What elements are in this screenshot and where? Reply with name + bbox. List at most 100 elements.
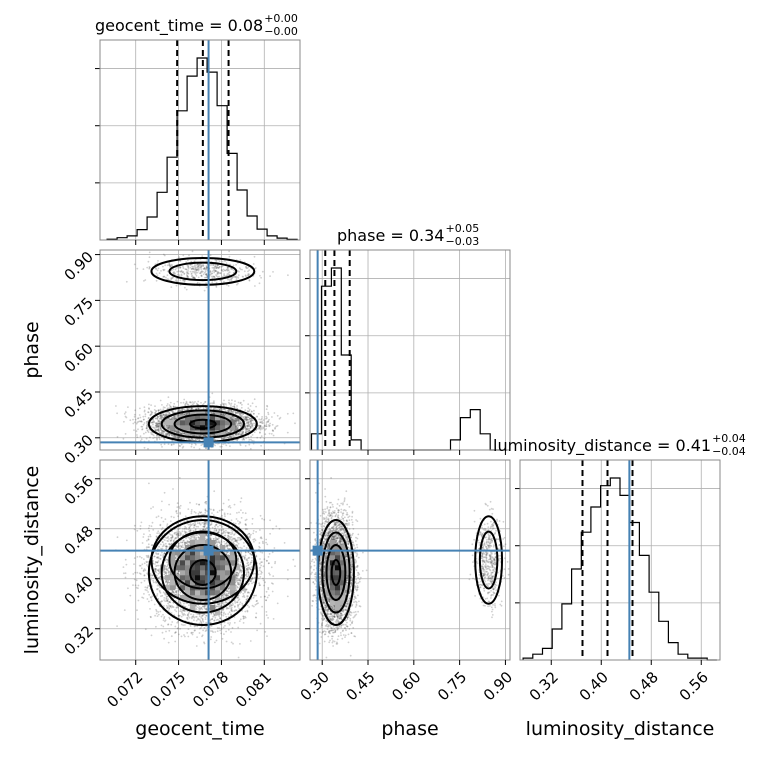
sample-point bbox=[164, 264, 167, 267]
sample-point bbox=[247, 410, 250, 413]
sample-point bbox=[147, 411, 150, 414]
sample-point bbox=[228, 403, 231, 405]
sample-point bbox=[206, 266, 208, 268]
sample-point bbox=[242, 431, 245, 433]
sample-point bbox=[140, 438, 143, 440]
sample-point bbox=[227, 272, 230, 274]
sample-point bbox=[256, 416, 258, 418]
sample-point bbox=[268, 425, 270, 428]
sample-point bbox=[235, 426, 238, 429]
sample-point bbox=[148, 251, 151, 254]
sample-point bbox=[227, 274, 230, 276]
sample-point bbox=[147, 417, 150, 420]
sample-point bbox=[166, 404, 168, 407]
sample-point bbox=[215, 281, 218, 284]
sample-point bbox=[157, 425, 159, 428]
sample-point bbox=[135, 422, 138, 425]
sample-point bbox=[164, 432, 167, 435]
sample-point bbox=[236, 283, 238, 286]
sample-point bbox=[136, 436, 139, 438]
sample-point bbox=[220, 269, 223, 272]
sample-point bbox=[143, 409, 146, 412]
sample-point bbox=[172, 436, 175, 438]
sample-point bbox=[246, 425, 249, 428]
sample-point bbox=[154, 405, 156, 407]
sample-point bbox=[163, 424, 166, 427]
sample-point bbox=[156, 434, 158, 437]
sample-point bbox=[177, 414, 180, 417]
sample-point bbox=[229, 410, 232, 412]
sample-point bbox=[201, 270, 203, 272]
sample-point bbox=[236, 405, 238, 407]
sample-point bbox=[253, 409, 255, 412]
sample-point bbox=[222, 443, 225, 445]
sample-point bbox=[167, 413, 169, 416]
sample-point bbox=[294, 422, 296, 425]
sample-point bbox=[186, 264, 189, 267]
sample-point bbox=[182, 445, 185, 448]
sample-point bbox=[147, 447, 149, 450]
sample-point bbox=[182, 254, 185, 257]
sample-point bbox=[157, 429, 160, 431]
sample-point bbox=[270, 433, 273, 435]
sample-point bbox=[271, 423, 274, 426]
sample-point bbox=[237, 418, 240, 420]
sample-point bbox=[258, 424, 261, 427]
sample-point bbox=[300, 416, 302, 418]
sample-point bbox=[116, 436, 119, 438]
sample-point bbox=[139, 435, 142, 438]
sample-point bbox=[248, 418, 251, 421]
sample-point bbox=[152, 434, 155, 437]
sample-point bbox=[122, 437, 125, 440]
sample-point bbox=[244, 431, 247, 433]
sample-point bbox=[238, 432, 241, 435]
sample-point bbox=[143, 418, 145, 421]
sample-point bbox=[156, 422, 159, 425]
sample-point bbox=[197, 267, 200, 270]
sample-point bbox=[199, 435, 202, 437]
sample-point bbox=[286, 412, 289, 415]
sample-point bbox=[251, 422, 253, 425]
sample-point bbox=[144, 413, 147, 416]
sample-point bbox=[215, 270, 218, 273]
sample-point bbox=[116, 412, 118, 415]
sample-point bbox=[186, 412, 189, 415]
sample-point bbox=[186, 403, 189, 406]
sample-point bbox=[143, 432, 145, 435]
sample-point bbox=[148, 266, 151, 269]
sample-point bbox=[210, 402, 212, 404]
sample-point bbox=[194, 266, 197, 268]
sample-point bbox=[173, 415, 176, 418]
sample-point bbox=[171, 434, 174, 437]
sample-point bbox=[194, 435, 197, 437]
sample-point bbox=[143, 406, 146, 409]
sample-point bbox=[239, 259, 242, 261]
sample-point bbox=[124, 433, 127, 435]
sample-point bbox=[240, 422, 242, 425]
sample-point bbox=[172, 406, 175, 408]
sample-point bbox=[185, 288, 188, 291]
sample-point bbox=[141, 425, 144, 428]
sample-point bbox=[245, 437, 248, 439]
sample-point bbox=[148, 256, 151, 259]
sample-point bbox=[143, 422, 146, 424]
sample-point bbox=[179, 432, 182, 435]
sample-point bbox=[286, 431, 289, 434]
sample-point bbox=[248, 443, 251, 446]
sample-point bbox=[259, 437, 262, 439]
sample-point bbox=[199, 272, 202, 275]
sample-point bbox=[205, 266, 208, 269]
sample-point bbox=[144, 279, 147, 281]
sample-point bbox=[175, 284, 178, 287]
sample-point bbox=[167, 432, 169, 435]
sample-point bbox=[260, 276, 262, 279]
sample-point bbox=[200, 274, 203, 277]
sample-point bbox=[145, 437, 148, 440]
sample-point bbox=[191, 250, 194, 253]
sample-point bbox=[211, 392, 214, 395]
sample-point bbox=[139, 416, 142, 419]
sample-point bbox=[263, 437, 266, 440]
sample-point bbox=[250, 435, 253, 438]
sample-point bbox=[133, 421, 136, 424]
sample-point bbox=[157, 260, 159, 262]
